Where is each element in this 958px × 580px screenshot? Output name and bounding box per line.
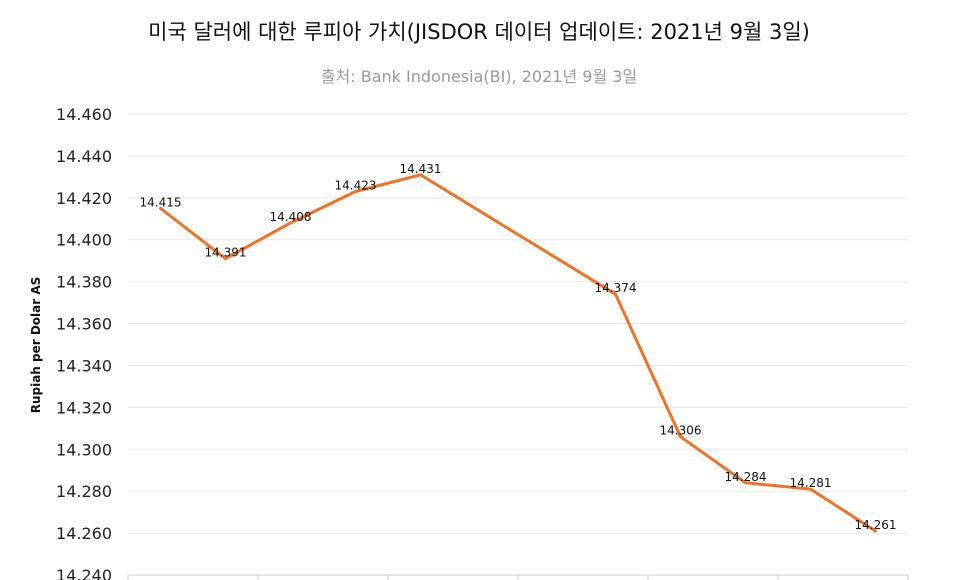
data-label: 14.284 xyxy=(725,470,767,484)
y-axis-label: Rupiah per Dolar AS xyxy=(29,277,43,414)
data-point xyxy=(289,221,292,225)
data-label: 14.408 xyxy=(270,210,312,224)
data-point xyxy=(614,292,617,296)
y-tick-label: 14.440 xyxy=(56,147,112,166)
y-tick-label: 14.460 xyxy=(56,105,112,124)
data-point xyxy=(224,257,227,261)
data-point xyxy=(419,173,422,177)
y-tick-label: 14.280 xyxy=(56,482,112,501)
y-tick-label: 14.420 xyxy=(56,189,112,208)
y-tick-label: 14.340 xyxy=(56,356,112,375)
data-label: 14.415 xyxy=(140,195,182,209)
chart-title: 미국 달러에 대한 루피아 가치(JISDOR 데이터 업데이트: 2021년 … xyxy=(148,20,810,44)
series-line xyxy=(159,173,877,533)
data-point xyxy=(159,206,162,210)
data-point xyxy=(354,190,357,194)
chart-subtitle: 출처: Bank Indonesia(BI), 2021년 9월 3일 xyxy=(320,67,638,86)
data-label: 14.306 xyxy=(660,424,702,438)
data-label: 14.431 xyxy=(400,162,442,176)
data-point xyxy=(679,435,682,439)
data-label: 14.261 xyxy=(855,518,897,532)
y-tick-label: 14.400 xyxy=(56,231,112,250)
y-tick-label: 14.300 xyxy=(56,440,112,459)
data-label: 14.391 xyxy=(205,246,247,260)
data-label: 14.374 xyxy=(595,281,637,295)
y-tick-label: 14.260 xyxy=(56,524,112,543)
y-tick-label: 14.360 xyxy=(56,315,112,334)
y-tick-label: 14.240 xyxy=(56,566,112,580)
data-label: 14.281 xyxy=(790,476,832,490)
y-tick-label: 14.380 xyxy=(56,273,112,292)
data-point xyxy=(809,487,812,491)
data-label: 14.423 xyxy=(335,179,377,193)
y-tick-label: 14.320 xyxy=(56,398,112,417)
data-point xyxy=(744,481,747,485)
data-point xyxy=(874,529,877,533)
